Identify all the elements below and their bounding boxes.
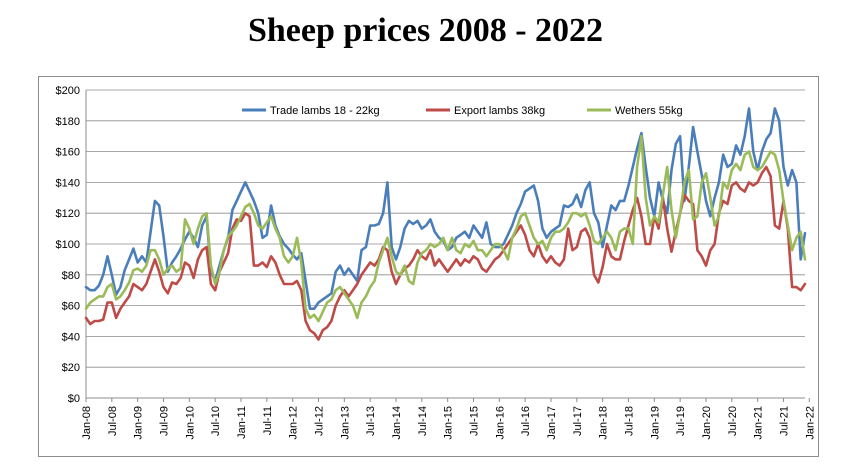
x-tick-label: Jan-11 bbox=[236, 406, 248, 439]
axis-layer: $0 $20 $40 $60 $80 $100 $120 $140 $160 $180 $200 Ja… bbox=[56, 85, 817, 440]
y-tick-label: $180 bbox=[56, 116, 80, 128]
y-tick-label: $40 bbox=[62, 331, 80, 343]
x-tick-label: Jan-16 bbox=[494, 406, 506, 440]
x-tick-label: Jul-11 bbox=[262, 406, 274, 435]
x-tick-label: Jan-13 bbox=[339, 406, 351, 440]
x-tick-label: Jan-20 bbox=[701, 406, 713, 440]
legend-label: Trade lambs 18 - 22kg bbox=[270, 105, 380, 117]
x-tick-label: Jan-17 bbox=[546, 406, 558, 440]
x-tick-label: Jan-18 bbox=[598, 406, 610, 440]
legend: Trade lambs 18 - 22kg Export lambs 38kg We… bbox=[242, 105, 683, 117]
chart-title: Sheep prices 2008 - 2022 bbox=[247, 12, 604, 49]
x-tick-label: Jul-16 bbox=[520, 406, 532, 436]
x-tick-label: Jan-19 bbox=[649, 406, 661, 440]
y-tick-label: $160 bbox=[56, 147, 80, 159]
chart-frame: $0 $20 $40 $60 $80 $100 $120 $140 $160 $180 $200 Ja… bbox=[38, 76, 819, 457]
x-tick-label: Jul-12 bbox=[313, 406, 325, 436]
x-tick-label: Jan-22 bbox=[804, 406, 816, 440]
series-line-3 bbox=[84, 134, 807, 323]
x-tick-label: Jan-15 bbox=[443, 406, 455, 440]
x-tick-label: Jan-12 bbox=[288, 406, 300, 440]
x-tick-label: Jul-18 bbox=[623, 406, 635, 436]
x-tick-label: Jul-21 bbox=[778, 406, 790, 436]
series-layer bbox=[84, 107, 807, 341]
x-tick-label: Jul-13 bbox=[365, 406, 377, 436]
x-tick-label: Jan-08 bbox=[81, 406, 93, 440]
y-tick-label: $0 bbox=[68, 393, 80, 405]
y-tick-label: $60 bbox=[62, 301, 80, 313]
legend-label: Export lambs 38kg bbox=[454, 105, 545, 117]
x-tick-label: Jan-14 bbox=[391, 406, 403, 440]
x-tick-label: Jan-09 bbox=[133, 406, 145, 440]
x-tick-label: Jul-09 bbox=[158, 406, 170, 436]
x-tick-label: Jul-08 bbox=[107, 406, 119, 436]
x-tick-label: Jul-15 bbox=[468, 406, 480, 436]
plot-area: $0 $20 $40 $60 $80 $100 $120 $140 $160 $180 $200 Ja… bbox=[56, 85, 817, 440]
x-tick-label: Jan-21 bbox=[753, 406, 765, 440]
y-tick-label: $120 bbox=[56, 208, 80, 220]
x-tick-label: Jul-17 bbox=[572, 406, 584, 436]
x-tick-label: Jul-20 bbox=[727, 406, 739, 436]
series-line-2 bbox=[84, 165, 807, 341]
x-tick-label: Jul-19 bbox=[675, 406, 687, 436]
legend-label: Wethers 55kg bbox=[615, 105, 683, 117]
x-tick-label: Jan-10 bbox=[184, 406, 196, 440]
y-tick-label: $80 bbox=[62, 270, 80, 282]
y-tick-label: $200 bbox=[56, 85, 80, 97]
y-tick-label: $100 bbox=[56, 239, 80, 251]
x-tick-label: Jul-14 bbox=[417, 406, 429, 436]
y-tick-label: $20 bbox=[62, 362, 80, 374]
x-tick-label: Jul-10 bbox=[210, 406, 222, 436]
y-tick-label: $140 bbox=[56, 177, 80, 189]
